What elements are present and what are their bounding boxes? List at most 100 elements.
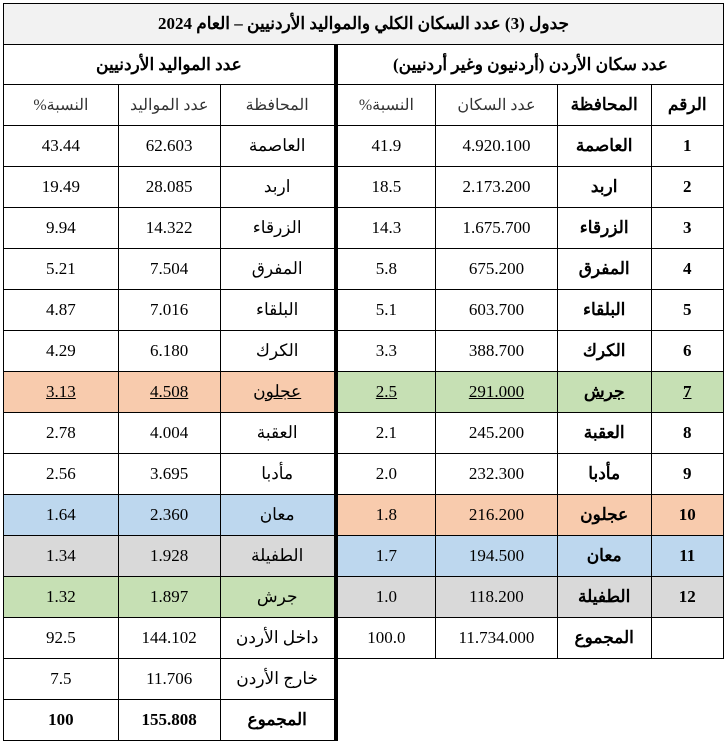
cell: مأدبا — [219, 453, 338, 495]
cell: عدد السكان — [435, 84, 558, 126]
cell: 291.000 — [435, 371, 558, 413]
cell: 1.8 — [335, 494, 437, 536]
cell: 4.920.100 — [435, 125, 558, 167]
cell: معان — [219, 494, 338, 536]
cell: 2.0 — [335, 453, 437, 495]
cell: الطفيلة — [556, 576, 652, 618]
cell: 1.897 — [117, 576, 221, 618]
cell: 2.360 — [117, 494, 221, 536]
cell: 18.5 — [335, 166, 437, 208]
cell: المفرق — [556, 248, 652, 290]
cell: العقبة — [556, 412, 652, 454]
cell: 6.180 — [117, 330, 221, 372]
cell: 2.78 — [3, 412, 119, 454]
cell: 41.9 — [335, 125, 437, 167]
cell: 245.200 — [435, 412, 558, 454]
cell: 7 — [650, 371, 724, 413]
cell: 1.32 — [3, 576, 119, 618]
row: المجموع 11.734.000 100.0 داخل الأردن 144.102… — [3, 617, 724, 659]
cell: المجموع — [219, 699, 338, 741]
cell: اربد — [556, 166, 652, 208]
cell: 62.603 — [117, 125, 221, 167]
cell: 7.504 — [117, 248, 221, 290]
cell: المحافظة — [556, 84, 652, 126]
row: 9 مأدبا 232.300 2.0 مأدبا 3.695 2.56 — [3, 453, 724, 495]
cell: 194.500 — [435, 535, 558, 577]
cell: 2.56 — [3, 453, 119, 495]
section-heading: عدد المواليد الأردنيين — [2, 44, 338, 85]
cell: الزرقاء — [556, 207, 652, 249]
cell: المحافظة — [219, 84, 338, 126]
cell: 6 — [650, 330, 724, 372]
cell: 2.5 — [335, 371, 437, 413]
cell: 11.706 — [117, 658, 221, 700]
cell: اربد — [219, 166, 338, 208]
cell: عجلون — [219, 371, 338, 413]
empty-cell — [336, 659, 724, 700]
cell: 232.300 — [435, 453, 558, 495]
cell: 144.102 — [117, 617, 221, 659]
cell: 4.29 — [3, 330, 119, 372]
empty-cell — [650, 617, 724, 659]
cell: الطفيلة — [219, 535, 338, 577]
row: 8 العقبة 245.200 2.1 العقبة 4.004 2.78 — [3, 412, 724, 454]
cell: 100 — [3, 699, 119, 741]
row: خارج الأردن 11.706 7.5 — [3, 658, 724, 700]
cell: 100.0 — [335, 617, 437, 659]
cell: 2.173.200 — [435, 166, 558, 208]
empty-cell — [336, 700, 724, 741]
cell: 8 — [650, 412, 724, 454]
row: 10 عجلون 216.200 1.8 معان 2.360 1.64 — [3, 494, 724, 536]
population-table: جدول (3) عدد السكان الكلي والمواليد الأر… — [2, 3, 724, 741]
cell: 2.1 — [335, 412, 437, 454]
cell: الزرقاء — [219, 207, 338, 249]
row: 12 الطفيلة 118.200 1.0 جرش 1.897 1.32 — [3, 576, 724, 618]
cell: العاصمة — [219, 125, 338, 167]
row: 5 البلقاء 603.700 5.1 البلقاء 7.016 4.87 — [3, 289, 724, 331]
cell: 19.49 — [3, 166, 119, 208]
cell: جرش — [219, 576, 338, 618]
cell: 1.7 — [335, 535, 437, 577]
cell: 1.34 — [3, 535, 119, 577]
cell: 155.808 — [117, 699, 221, 741]
cell: 10 — [650, 494, 724, 536]
row: 7 جرش 291.000 2.5 عجلون 4.508 3.13 — [3, 371, 724, 413]
cell: 4.004 — [117, 412, 221, 454]
cell: 5.8 — [335, 248, 437, 290]
cell: 14.322 — [117, 207, 221, 249]
cell: 3 — [650, 207, 724, 249]
cell: خارج الأردن — [219, 658, 338, 700]
cell: 7.5 — [3, 658, 119, 700]
cell: البلقاء — [556, 289, 652, 331]
cell: مأدبا — [556, 453, 652, 495]
cell: عدد المواليد — [117, 84, 221, 126]
cell: 216.200 — [435, 494, 558, 536]
cell: 5.1 — [335, 289, 437, 331]
cell: 43.44 — [3, 125, 119, 167]
cell: 9 — [650, 453, 724, 495]
cell: 1.64 — [3, 494, 119, 536]
row: 1 العاصمة 4.920.100 41.9 العاصمة 62.603 43.44 — [3, 125, 724, 167]
cell: العاصمة — [556, 125, 652, 167]
cell: 12 — [650, 576, 724, 618]
row: 4 المفرق 675.200 5.8 المفرق 7.504 5.21 — [3, 248, 724, 290]
cell: 3.695 — [117, 453, 221, 495]
cell: 4.87 — [3, 289, 119, 331]
cell: 5.21 — [3, 248, 119, 290]
cell: 3.3 — [335, 330, 437, 372]
cell: النسبة% — [3, 84, 119, 126]
cell: 9.94 — [3, 207, 119, 249]
row: المجموع 155.808 100 — [3, 699, 724, 741]
cell: 1.928 — [117, 535, 221, 577]
cell: 14.3 — [335, 207, 437, 249]
cell: 11 — [650, 535, 724, 577]
cell: معان — [556, 535, 652, 577]
cell: 28.085 — [117, 166, 221, 208]
cell: 3.13 — [3, 371, 119, 413]
cell: الكرك — [219, 330, 338, 372]
row: 3 الزرقاء 1.675.700 14.3 الزرقاء 14.322 9.94 — [3, 207, 724, 249]
cell: 1.0 — [335, 576, 437, 618]
cell: 11.734.000 — [435, 617, 558, 659]
cell: 92.5 — [3, 617, 119, 659]
cell: داخل الأردن — [219, 617, 338, 659]
